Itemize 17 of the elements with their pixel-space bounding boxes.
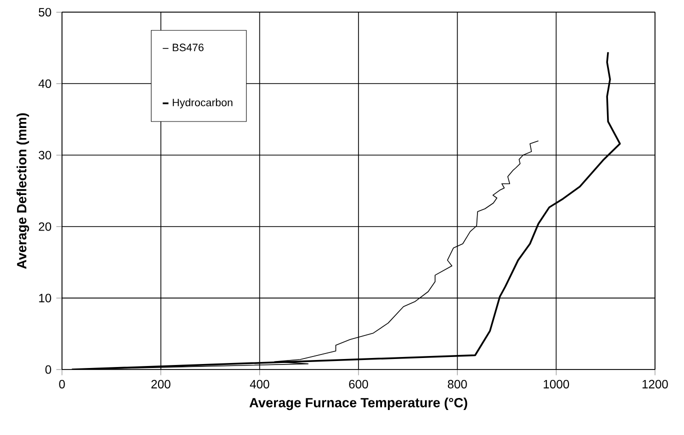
y-tick-label: 0 — [45, 365, 52, 374]
x-tick-label: 800 — [448, 380, 467, 388]
legend-label: Hydrocarbon — [172, 98, 232, 108]
legend-label: BS476 — [172, 44, 204, 52]
x-tick-label: 400 — [250, 380, 270, 388]
x-axis-title: Average Furnace Temperature (°C) — [249, 398, 468, 410]
y-tick-label: 30 — [38, 150, 52, 160]
y-tick-label: 20 — [38, 222, 52, 231]
x-tick-label: 1000 — [544, 380, 570, 388]
x-tick-label: 0 — [59, 380, 65, 388]
y-tick-label: 50 — [38, 8, 52, 16]
y-axis-title: Average Deflection (mm) — [16, 113, 30, 269]
x-tick-label: 1200 — [642, 380, 668, 388]
y-tick-label: 10 — [39, 294, 52, 302]
x-tick-label: 600 — [349, 380, 368, 388]
y-tick-label: 40 — [38, 79, 52, 88]
x-tick-label: 200 — [151, 380, 170, 388]
